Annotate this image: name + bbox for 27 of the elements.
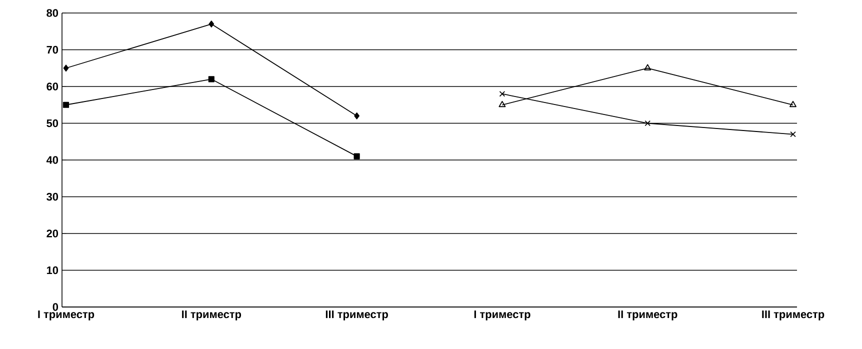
- y-tick-label: 50: [46, 119, 58, 128]
- y-tick-label: 60: [46, 82, 58, 90]
- point: [63, 64, 69, 72]
- y-tick-label: 20: [46, 230, 58, 238]
- y-tick-label: 70: [46, 46, 58, 54]
- x-tick-label: II триместр: [618, 310, 678, 320]
- y-tick-label: 30: [46, 192, 58, 201]
- x-tick-label: I триместр: [474, 310, 530, 320]
- point: [499, 90, 506, 97]
- y-tick-label: 10: [46, 266, 58, 274]
- point: [62, 102, 70, 108]
- point: [354, 112, 360, 120]
- point: [208, 20, 214, 28]
- point: [208, 76, 214, 82]
- point: [790, 100, 796, 108]
- y-tick-label: 0: [52, 303, 58, 311]
- y-tick-label: 40: [46, 156, 58, 164]
- point: [644, 64, 652, 70]
- point: [644, 120, 651, 126]
- x-tick-label: III триместр: [326, 310, 388, 320]
- x-tick-label: II триместр: [182, 310, 242, 320]
- y-tick-label: 80: [46, 9, 58, 17]
- x-tick-label: I триместр: [38, 310, 94, 320]
- point: [498, 100, 506, 108]
- x-tick-label: III триместр: [762, 310, 824, 320]
- point: [790, 131, 796, 138]
- point: [354, 153, 360, 160]
